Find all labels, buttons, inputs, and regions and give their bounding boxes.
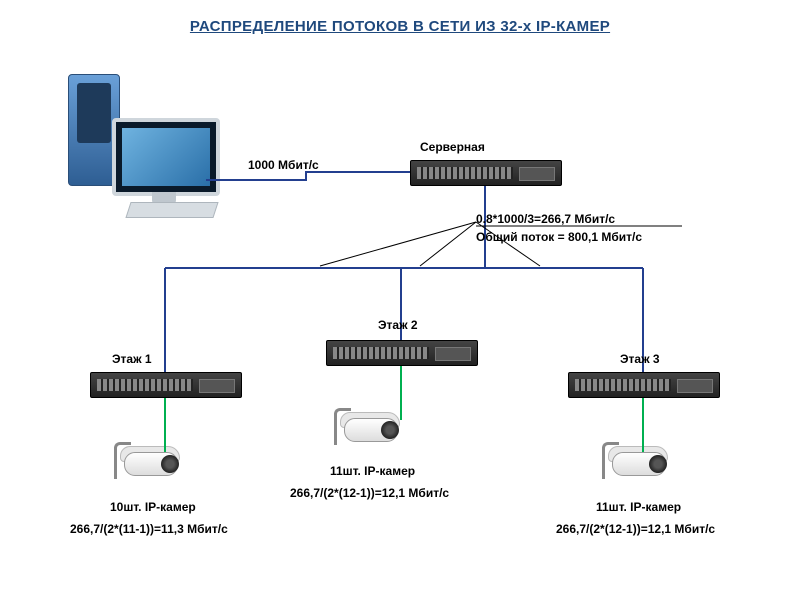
label-uplink-speed: 1000 Мбит/с: [248, 158, 319, 172]
label-floor3: Этаж 3: [620, 352, 660, 366]
camera-floor3-icon: [598, 440, 670, 486]
diagram-canvas: РАСПРЕДЕЛЕНИЕ ПОТОКОВ В СЕТИ ИЗ 32-х IP-…: [0, 0, 800, 600]
label-floor2-calc: 266,7/(2*(12-1))=12,1 Мбит/с: [290, 486, 449, 500]
label-total-flow: Общий поток = 800,1 Мбит/с: [476, 230, 642, 244]
label-floor3-cameras: 11шт. IP-камер: [596, 500, 681, 514]
switch-server: [410, 160, 562, 186]
switch-floor3: [568, 372, 720, 398]
label-floor2: Этаж 2: [378, 318, 418, 332]
label-floor1: Этаж 1: [112, 352, 152, 366]
title: РАСПРЕДЕЛЕНИЕ ПОТОКОВ В СЕТИ ИЗ 32-х IP-…: [0, 18, 800, 35]
label-server-room: Серверная: [420, 140, 485, 154]
label-floor2-cameras: 11шт. IP-камер: [330, 464, 415, 478]
camera-floor2-icon: [330, 406, 402, 452]
label-floor3-calc: 266,7/(2*(12-1))=12,1 Мбит/с: [556, 522, 715, 536]
switch-floor2: [326, 340, 478, 366]
switch-floor1: [90, 372, 242, 398]
label-floor1-cameras: 10шт. IP-камер: [110, 500, 196, 514]
label-per-link-calc: 0.8*1000/3=266,7 Мбит/с: [476, 212, 615, 226]
workstation-icon: [68, 74, 228, 214]
camera-floor1-icon: [110, 440, 182, 486]
label-floor1-calc: 266,7/(2*(11-1))=11,3 Мбит/с: [70, 522, 228, 536]
